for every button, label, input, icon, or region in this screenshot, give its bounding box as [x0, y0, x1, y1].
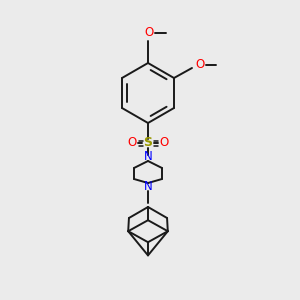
Text: N: N — [144, 181, 152, 194]
Text: O: O — [195, 58, 205, 71]
Text: S: S — [143, 136, 152, 149]
Text: O: O — [128, 136, 136, 149]
Text: N: N — [144, 151, 152, 164]
Text: O: O — [144, 26, 154, 40]
Text: O: O — [159, 136, 169, 149]
